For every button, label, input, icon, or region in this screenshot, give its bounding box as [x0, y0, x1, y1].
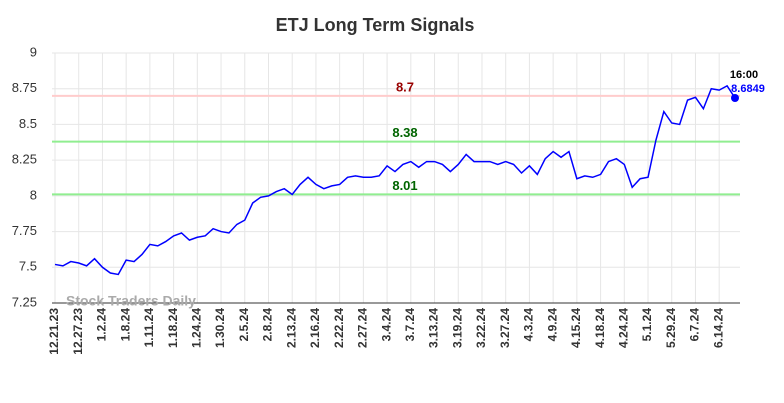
x-tick-label: 2.5.24: [237, 308, 251, 342]
x-tick-label: 3.22.24: [474, 308, 488, 348]
y-tick-label: 8.25: [12, 152, 37, 167]
last-value: 8.6849: [731, 83, 765, 95]
x-tick-label: 12.27.23: [71, 308, 85, 355]
x-tick-label: 2.27.24: [356, 308, 370, 348]
y-tick-label: 9: [30, 44, 37, 59]
x-tick-label: 1.11.24: [142, 308, 156, 348]
x-tick-label: 3.19.24: [450, 308, 464, 348]
y-tick-label: 7.25: [12, 294, 37, 309]
x-tick-label: 12.21.23: [47, 308, 61, 355]
x-tick-label: 3.27.24: [498, 308, 512, 348]
x-tick-label: 4.9.24: [545, 308, 559, 342]
reference-label: 8.01: [392, 178, 417, 193]
x-tick-label: 1.8.24: [118, 308, 132, 342]
y-tick-label: 7.5: [19, 259, 37, 274]
x-tick-label: 1.2.24: [95, 308, 109, 342]
y-tick-label: 7.75: [12, 223, 37, 238]
x-tick-label: 2.16.24: [308, 308, 322, 348]
x-tick-label: 3.4.24: [379, 308, 393, 342]
price-line: [54, 84, 736, 276]
x-tick-label: 2.13.24: [284, 308, 298, 348]
chart-title: ETJ Long Term Signals: [276, 15, 475, 35]
reference-label: 8.7: [396, 79, 414, 94]
x-tick-label: 1.30.24: [213, 308, 227, 348]
x-tick-label: 4.15.24: [569, 308, 583, 348]
y-tick-label: 8.5: [19, 116, 37, 131]
x-tick-label: 4.3.24: [522, 308, 536, 342]
x-tick-label: 1.18.24: [166, 308, 180, 348]
x-tick-label: 5.1.24: [640, 308, 654, 342]
x-tick-label: 2.8.24: [261, 308, 275, 342]
y-tick-label: 8.75: [12, 80, 37, 95]
x-tick-label: 6.14.24: [711, 308, 725, 348]
watermark: Stock Traders Daily: [66, 293, 196, 309]
x-tick-label: 2.22.24: [332, 308, 346, 348]
x-tick-label: 6.7.24: [688, 308, 702, 342]
x-tick-label: 3.7.24: [403, 308, 417, 342]
x-tick-label: 3.13.24: [427, 308, 441, 348]
x-tick-label: 1.24.24: [189, 308, 203, 348]
x-tick-label: 4.18.24: [593, 308, 607, 348]
y-tick-label: 8: [30, 187, 37, 202]
last-time: 16:00: [730, 69, 758, 81]
x-tick-label: 5.29.24: [664, 308, 678, 348]
reference-label: 8.38: [392, 125, 417, 140]
last-point: [731, 94, 739, 103]
x-tick-label: 4.24.24: [616, 308, 630, 348]
